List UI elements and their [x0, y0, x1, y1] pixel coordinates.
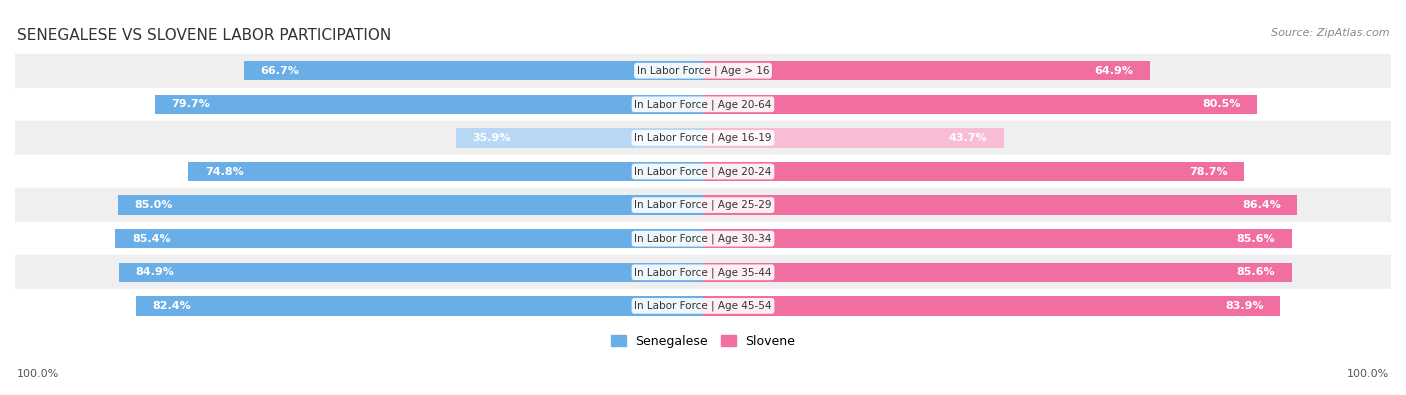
Text: In Labor Force | Age 16-19: In Labor Force | Age 16-19 — [634, 133, 772, 143]
Text: 100.0%: 100.0% — [1347, 369, 1389, 379]
Bar — [703, 94, 1257, 114]
Bar — [245, 61, 703, 81]
Legend: Senegalese, Slovene: Senegalese, Slovene — [606, 330, 800, 353]
Text: 83.9%: 83.9% — [1225, 301, 1264, 311]
Text: 80.5%: 80.5% — [1202, 99, 1240, 109]
Text: 66.7%: 66.7% — [260, 66, 299, 76]
Bar — [703, 162, 1244, 181]
Text: 85.0%: 85.0% — [135, 200, 173, 210]
Text: 35.9%: 35.9% — [472, 133, 510, 143]
Text: In Labor Force | Age 25-29: In Labor Force | Age 25-29 — [634, 200, 772, 211]
Text: 85.6%: 85.6% — [1237, 234, 1275, 244]
Bar — [15, 256, 1391, 289]
Text: 82.4%: 82.4% — [153, 301, 191, 311]
Bar — [703, 196, 1298, 215]
Text: 74.8%: 74.8% — [205, 167, 243, 177]
Text: In Labor Force | Age > 16: In Labor Force | Age > 16 — [637, 66, 769, 76]
Text: In Labor Force | Age 20-24: In Labor Force | Age 20-24 — [634, 166, 772, 177]
Bar — [136, 296, 703, 316]
Bar — [15, 121, 1391, 155]
Bar — [703, 296, 1281, 316]
Bar — [15, 222, 1391, 256]
Text: 85.4%: 85.4% — [132, 234, 170, 244]
Bar — [15, 54, 1391, 88]
Text: 79.7%: 79.7% — [172, 99, 209, 109]
Bar — [15, 155, 1391, 188]
Bar — [703, 128, 1004, 148]
Bar — [15, 88, 1391, 121]
Text: SENEGALESE VS SLOVENE LABOR PARTICIPATION: SENEGALESE VS SLOVENE LABOR PARTICIPATIO… — [17, 28, 391, 43]
Text: 43.7%: 43.7% — [949, 133, 987, 143]
Bar — [15, 188, 1391, 222]
Bar — [118, 196, 703, 215]
Bar — [703, 61, 1150, 81]
Bar — [456, 128, 703, 148]
Text: 84.9%: 84.9% — [135, 267, 174, 277]
Bar — [188, 162, 703, 181]
Text: In Labor Force | Age 45-54: In Labor Force | Age 45-54 — [634, 301, 772, 311]
Text: 64.9%: 64.9% — [1094, 66, 1133, 76]
Text: In Labor Force | Age 35-44: In Labor Force | Age 35-44 — [634, 267, 772, 278]
Bar — [115, 229, 703, 248]
Text: Source: ZipAtlas.com: Source: ZipAtlas.com — [1271, 28, 1389, 38]
Text: In Labor Force | Age 20-64: In Labor Force | Age 20-64 — [634, 99, 772, 109]
Bar — [703, 229, 1292, 248]
Text: 100.0%: 100.0% — [17, 369, 59, 379]
Text: 85.6%: 85.6% — [1237, 267, 1275, 277]
Text: 78.7%: 78.7% — [1189, 167, 1227, 177]
Bar — [703, 263, 1292, 282]
Text: In Labor Force | Age 30-34: In Labor Force | Age 30-34 — [634, 233, 772, 244]
Text: 86.4%: 86.4% — [1241, 200, 1281, 210]
Bar — [120, 263, 703, 282]
Bar — [15, 289, 1391, 323]
Bar — [155, 94, 703, 114]
